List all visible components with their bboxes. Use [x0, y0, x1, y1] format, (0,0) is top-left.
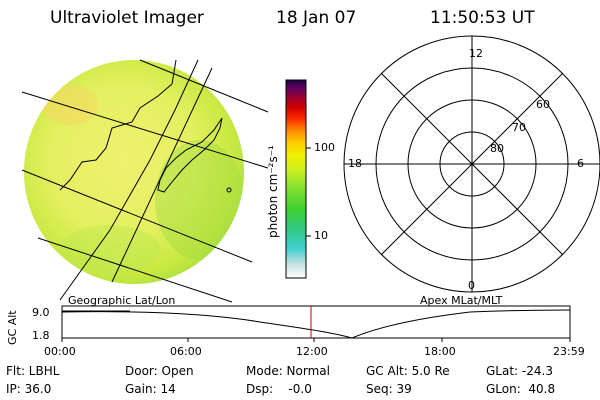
- geo-panel-label: Geographic Lat/Lon: [68, 294, 176, 307]
- colorbar-tick-100: 100: [314, 141, 335, 154]
- info-mode: Mode: Normal: [246, 364, 330, 378]
- info-ip: IP: 36.0: [6, 382, 52, 396]
- info-seq: Seq: 39: [366, 382, 412, 396]
- polar-lat-70: 70: [512, 121, 526, 134]
- alt-xtick-0: 00:00: [44, 345, 76, 358]
- info-door: Door: Open: [125, 364, 194, 378]
- info-glat: GLat: -24.3: [486, 364, 553, 378]
- time-label: 11:50:53 UT: [430, 8, 535, 28]
- polar-panel-label: Apex MLat/MLT: [420, 294, 503, 307]
- polar-lat-60: 60: [536, 98, 550, 111]
- date-label: 18 Jan 07: [276, 8, 357, 28]
- info-gain: Gain: 14: [125, 382, 176, 396]
- info-glon: GLon: 40.8: [486, 382, 556, 396]
- info-gcalt: GC Alt: 5.0 Re: [366, 364, 450, 378]
- colorbar-tick-10: 10: [314, 229, 328, 242]
- polar-mlt-12: 12: [469, 47, 483, 60]
- alt-xtick-1: 06:00: [170, 345, 202, 358]
- polar-grid: [343, 35, 600, 293]
- earth-image: [24, 60, 244, 284]
- alt-xtick-2: 12:00: [296, 345, 328, 358]
- alt-ytick-1.8: 1.8: [32, 329, 50, 342]
- alt-ylabel: GC Alt: [6, 310, 19, 345]
- polar-lat-80: 80: [490, 142, 504, 155]
- info-flt: Flt: LBHL: [6, 364, 60, 378]
- alt-xtick-3: 18:00: [424, 345, 456, 358]
- polar-mlt-0: 0: [468, 279, 475, 292]
- colorbar: [285, 79, 311, 279]
- alt-ytick-9: 9.0: [32, 306, 50, 319]
- polar-mlt-18: 18: [348, 157, 362, 170]
- info-dsp: Dsp: -0.0: [246, 382, 312, 396]
- polar-mlt-6: 6: [577, 157, 584, 170]
- coastlines: [59, 59, 232, 193]
- colorbar-unit-label: photon cm⁻²s⁻¹: [266, 145, 280, 238]
- instrument-title: Ultraviolet Imager: [50, 8, 204, 28]
- alt-xtick-4: 23:59: [553, 345, 585, 358]
- altitude-plot: [61, 305, 571, 342]
